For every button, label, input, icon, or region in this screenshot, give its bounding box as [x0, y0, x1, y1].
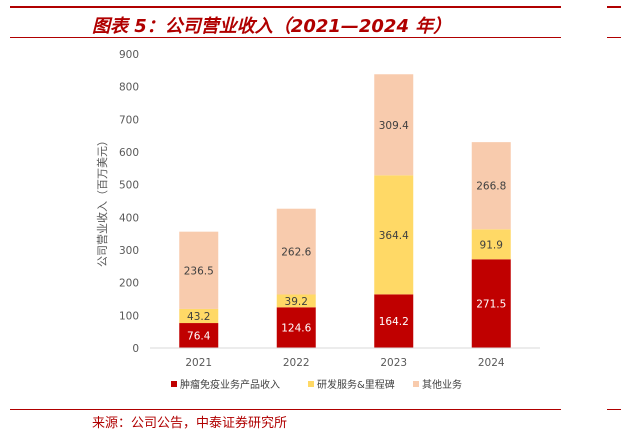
bar-segment	[179, 308, 219, 324]
title-rule	[10, 37, 561, 38]
y-tick-label: 700	[119, 114, 139, 126]
bottom-rule	[10, 409, 561, 410]
x-tick-label: 2023	[380, 357, 407, 369]
bar-segment	[471, 229, 511, 260]
title-rule-right	[607, 37, 621, 38]
y-tick-label: 0	[132, 343, 139, 355]
bar-segment	[276, 294, 316, 308]
legend-label: 其他业务	[422, 378, 462, 391]
y-tick-label: 200	[119, 278, 139, 290]
legend-label: 研发服务&里程碑	[317, 378, 395, 391]
bar-data-label: 236.5	[184, 265, 214, 277]
legend-label: 肿瘤免疫业务产品收入	[180, 378, 280, 391]
source-note: 来源：公司公告，中泰证券研究所	[92, 416, 288, 431]
bar-segment	[179, 231, 219, 309]
y-tick-label: 600	[119, 147, 139, 159]
bar-data-label: 91.9	[480, 239, 503, 251]
bar-segment	[471, 142, 511, 230]
bar-segment	[471, 259, 511, 348]
bar-data-label: 164.2	[379, 316, 409, 328]
y-tick-label: 100	[119, 310, 139, 322]
legend-swatch	[413, 381, 419, 387]
y-tick-label: 800	[119, 82, 139, 94]
bottom-rule-right	[607, 409, 621, 410]
bar-data-label: 39.2	[285, 296, 308, 308]
y-tick-label: 400	[119, 212, 139, 224]
bar-data-label: 76.4	[187, 331, 211, 343]
bar-data-label: 266.8	[476, 181, 506, 193]
bar-segment	[374, 294, 414, 348]
bar-data-label: 309.4	[379, 120, 409, 132]
bar-segment	[374, 74, 414, 176]
legend-swatch	[171, 381, 177, 387]
top-rule	[10, 6, 561, 8]
x-tick-label: 2024	[478, 357, 505, 369]
x-tick-label: 2022	[283, 357, 310, 369]
legend-swatch	[308, 381, 314, 387]
x-tick-label: 2021	[185, 357, 212, 369]
bar-data-label: 262.6	[281, 247, 311, 259]
y-tick-label: 900	[119, 49, 139, 61]
bar-data-label: 364.4	[379, 230, 409, 242]
bar-segment	[179, 323, 219, 348]
bar-segment	[276, 208, 316, 295]
bar-segment	[276, 307, 316, 348]
top-rule-right	[607, 6, 621, 8]
y-tick-label: 300	[119, 245, 139, 257]
figure-title: 图表 5：公司营业收入（2021—2024 年）	[92, 16, 452, 37]
bar-data-label: 124.6	[281, 323, 311, 335]
bar-segment	[374, 175, 414, 295]
bar-data-label: 271.5	[476, 299, 506, 311]
y-tick-label: 500	[119, 180, 139, 192]
y-axis-label: 公司营业收入（百万美元）	[95, 135, 109, 267]
bar-data-label: 43.2	[187, 311, 210, 323]
